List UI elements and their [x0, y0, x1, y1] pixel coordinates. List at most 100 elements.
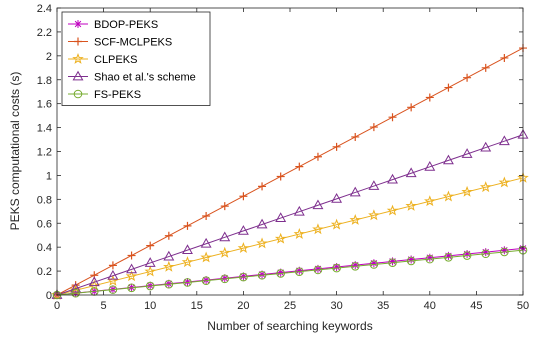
y-tick-label: 2.4	[37, 3, 52, 15]
data-point-1-20	[425, 93, 434, 102]
data-point-1-16	[351, 132, 360, 141]
legend-item-1: SCF-MCLPEKS	[68, 37, 172, 49]
data-point-3-16	[349, 186, 361, 197]
data-point-1-22	[463, 73, 472, 82]
legend-item-3: Shao et al.'s scheme	[68, 70, 196, 84]
x-tick-label: 10	[144, 300, 156, 312]
series-layer	[51, 44, 529, 300]
y-tick-label: 0.8	[37, 194, 52, 206]
data-point-1-6	[164, 231, 173, 240]
x-tick-label: 50	[517, 300, 529, 312]
legend-label: BDOP-PEKS	[94, 19, 158, 31]
data-point-1-14	[313, 152, 322, 161]
data-point-4-6	[164, 279, 174, 289]
data-point-4-9	[220, 274, 230, 284]
data-point-3-2	[88, 276, 100, 287]
data-point-2-20	[424, 195, 436, 207]
legend-marker	[74, 20, 82, 28]
data-point-1-10	[239, 192, 248, 201]
data-point-1-17	[369, 123, 378, 132]
data-point-2-7	[181, 256, 194, 268]
data-point-1-8	[202, 211, 211, 220]
data-point-4-8	[201, 276, 211, 285]
data-point-0-21	[444, 251, 453, 260]
data-point-1-3	[108, 261, 117, 270]
series-line-4	[56, 249, 524, 296]
data-point-4-7	[183, 278, 192, 287]
data-point-2-5	[144, 265, 156, 277]
y-tick-label: 2	[46, 51, 52, 63]
data-point-4-23	[481, 249, 491, 259]
data-point-3-1	[70, 282, 82, 293]
legend-item-2: CLPEKS	[68, 52, 137, 66]
data-point-3-9	[219, 231, 231, 242]
y-tick-label: 2.2	[37, 27, 52, 39]
legend-label: SCF-MCLPEKS	[94, 37, 172, 49]
data-point-2-11	[256, 237, 268, 249]
data-point-4-10	[239, 272, 248, 282]
data-point-0-15	[332, 263, 341, 272]
legend: BDOP-PEKS SCF-MCLPEKS CLPEKS Shao et al.'s …	[61, 11, 211, 106]
data-point-2-17	[368, 209, 380, 221]
data-point-2-10	[237, 242, 250, 254]
data-point-4-11	[257, 270, 267, 280]
y-tick-label: 0.4	[37, 242, 52, 254]
data-point-4-13	[295, 267, 304, 276]
data-point-4-1	[71, 288, 80, 298]
data-point-0-8	[202, 276, 211, 285]
legend-item-0: BDOP-PEKS	[68, 19, 158, 31]
x-tick-label: 20	[237, 300, 249, 312]
series-1	[53, 44, 527, 299]
data-point-2-21	[442, 190, 455, 202]
x-tick-label: 30	[330, 300, 342, 312]
data-point-3-18	[387, 173, 398, 184]
y-tick-label: 0.6	[37, 218, 52, 230]
legend-label: FS-PEKS	[94, 89, 141, 101]
data-point-0-20	[425, 253, 434, 262]
data-point-1-21	[444, 83, 453, 92]
data-point-3-12	[275, 212, 287, 222]
data-point-1-19	[407, 103, 416, 112]
data-point-1-23	[481, 63, 490, 72]
y-tick-label: 1.2	[37, 147, 52, 159]
legend-marker	[74, 37, 82, 46]
data-point-4-17	[369, 260, 379, 269]
data-point-3-21	[442, 154, 454, 165]
data-point-0-10	[239, 272, 248, 281]
data-point-2-18	[386, 204, 399, 216]
data-point-3-23	[480, 141, 492, 152]
x-tick-label: 15	[191, 300, 203, 312]
y-tick-label: 1.4	[37, 123, 52, 135]
data-point-2-22	[461, 185, 473, 197]
data-point-4-5	[145, 281, 155, 291]
x-tick-label: 25	[284, 300, 296, 312]
data-point-3-3	[107, 269, 119, 280]
data-point-3-6	[163, 250, 175, 261]
y-tick-label: 0	[46, 290, 52, 302]
legend-label: Shao et al.'s scheme	[94, 72, 196, 84]
legend-label: CLPEKS	[94, 54, 137, 66]
data-point-0-23	[481, 248, 490, 257]
data-point-1-18	[388, 113, 397, 122]
x-tick-label: 40	[424, 300, 436, 312]
legend-marker	[73, 89, 83, 99]
data-point-2-9	[219, 246, 231, 258]
data-point-3-11	[256, 218, 268, 229]
data-point-4-24	[500, 247, 509, 257]
data-point-3-8	[200, 237, 212, 248]
data-point-1-12	[276, 172, 285, 181]
data-point-3-10	[237, 225, 249, 235]
data-point-0-22	[463, 249, 472, 258]
data-point-2-15	[330, 218, 343, 230]
ticks-layer: 0 5 10 15 20 25 30 35 40 45 50 0 0.2 0.4 0.6 0.8 1 1.2 1.4…	[37, 3, 529, 312]
data-point-4-12	[276, 269, 285, 278]
data-point-3-7	[182, 244, 193, 255]
data-point-2-6	[163, 260, 175, 272]
data-point-0-9	[220, 274, 229, 283]
data-point-4-21	[444, 253, 453, 262]
data-point-0-11	[258, 270, 267, 279]
data-point-0-17	[369, 259, 378, 268]
data-point-4-20	[425, 254, 435, 264]
data-point-4-19	[406, 256, 416, 266]
